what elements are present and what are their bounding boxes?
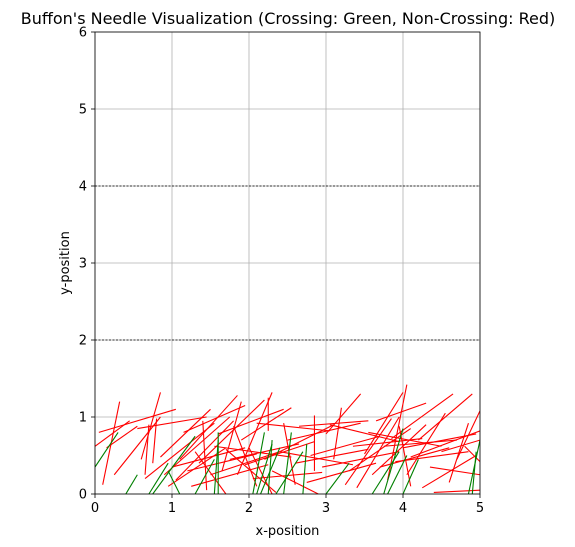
non-crossing-needle — [113, 416, 161, 476]
non-crossing-needle — [464, 445, 480, 463]
non-crossing-needle — [310, 435, 381, 457]
x-tick-label: 1 — [168, 501, 176, 516]
crossing-needle — [256, 443, 273, 494]
y-tick-label: 0 — [79, 488, 87, 503]
non-crossing-needle — [140, 392, 161, 460]
y-axis-label: y-position — [58, 231, 73, 295]
y-tick-label: 5 — [79, 103, 87, 118]
non-crossing-needle — [256, 422, 330, 432]
crossing-needle — [325, 462, 350, 494]
y-tick-label: 3 — [79, 257, 87, 272]
non-crossing-needle — [179, 395, 238, 460]
non-crossing-needle — [421, 455, 477, 489]
non-crossing-needle — [344, 418, 392, 486]
non-crossing-needle — [214, 445, 292, 458]
crossing-needle — [167, 470, 181, 494]
non-crossing-needle — [456, 410, 480, 460]
non-crossing-needle — [221, 401, 242, 472]
non-crossing-needle — [364, 392, 404, 455]
non-crossing-needle — [406, 412, 446, 476]
non-crossing-needle — [171, 447, 246, 468]
non-crossing-needle — [295, 448, 369, 464]
non-crossing-needle — [352, 438, 423, 447]
needles — [95, 384, 480, 494]
x-tick-label: 2 — [245, 501, 253, 516]
non-crossing-needle — [322, 451, 400, 468]
x-tick-label: 3 — [322, 501, 330, 516]
non-crossing-needle — [329, 424, 400, 443]
non-crossing-needle — [333, 407, 342, 460]
crossing-needle — [194, 459, 215, 494]
crossing-needle — [275, 451, 304, 494]
non-crossing-needle — [167, 447, 227, 487]
crossing-needle — [95, 432, 119, 468]
non-crossing-needle — [202, 420, 208, 491]
non-crossing-needle — [183, 404, 246, 433]
non-crossing-needle — [106, 425, 138, 449]
non-crossing-needle — [395, 451, 469, 463]
grid-lines — [94, 31, 481, 495]
crossing-needle — [471, 451, 477, 494]
non-crossing-needle — [418, 393, 473, 441]
crossing-needle — [283, 432, 292, 494]
crossing-needle — [402, 459, 419, 494]
non-crossing-needle — [198, 399, 265, 464]
crossing-needle — [152, 435, 196, 494]
non-crossing-needle — [144, 424, 150, 475]
non-crossing-needle — [368, 431, 442, 447]
x-tick-label: 4 — [399, 501, 407, 516]
non-crossing-needle — [98, 408, 177, 433]
non-crossing-needle — [144, 422, 215, 480]
crossing-needle — [148, 462, 169, 494]
non-crossing-needle — [287, 422, 361, 441]
crossing-needle — [213, 440, 219, 494]
y-tick-label: 6 — [79, 26, 87, 41]
reference-lines — [95, 185, 480, 341]
non-crossing-needle — [279, 451, 354, 466]
non-crossing-needle — [95, 420, 130, 447]
x-axis-label: x-position — [256, 524, 320, 539]
chart-title: Buffon's Needle Visualization (Crossing:… — [21, 9, 556, 28]
x-tick-label: 0 — [91, 501, 99, 516]
crossing-needle — [383, 428, 404, 494]
non-crossing-needle — [163, 416, 231, 476]
non-crossing-needle — [299, 420, 369, 427]
non-crossing-needle — [429, 466, 480, 476]
non-crossing-needle — [264, 424, 334, 460]
non-crossing-needle — [236, 392, 273, 475]
non-crossing-needle — [356, 416, 400, 489]
y-tick-label: 2 — [79, 334, 87, 349]
y-tick-label: 4 — [79, 180, 87, 195]
x-tick-label: 5 — [476, 501, 484, 516]
non-crossing-needle — [244, 441, 315, 466]
y-tick-label: 1 — [79, 411, 87, 426]
x-axis-ticks: 0 1 2 3 4 5 — [91, 494, 484, 516]
non-crossing-needle — [448, 422, 469, 483]
non-crossing-needle — [325, 393, 362, 435]
crossing-needle — [267, 440, 273, 494]
non-crossing-needle — [194, 451, 227, 494]
y-axis-ticks: 0 1 2 3 4 5 6 — [79, 26, 95, 503]
crossing-needle — [387, 455, 408, 494]
crossing-needle — [125, 474, 138, 494]
non-crossing-needle — [152, 418, 158, 464]
crossing-needle — [252, 432, 265, 494]
non-crossing-needle — [218, 408, 284, 435]
non-crossing-needle — [160, 408, 211, 458]
non-crossing-needle — [383, 439, 457, 447]
non-crossing-needle — [283, 423, 296, 485]
non-crossing-needle — [191, 464, 269, 487]
crossing-needle — [302, 443, 308, 494]
